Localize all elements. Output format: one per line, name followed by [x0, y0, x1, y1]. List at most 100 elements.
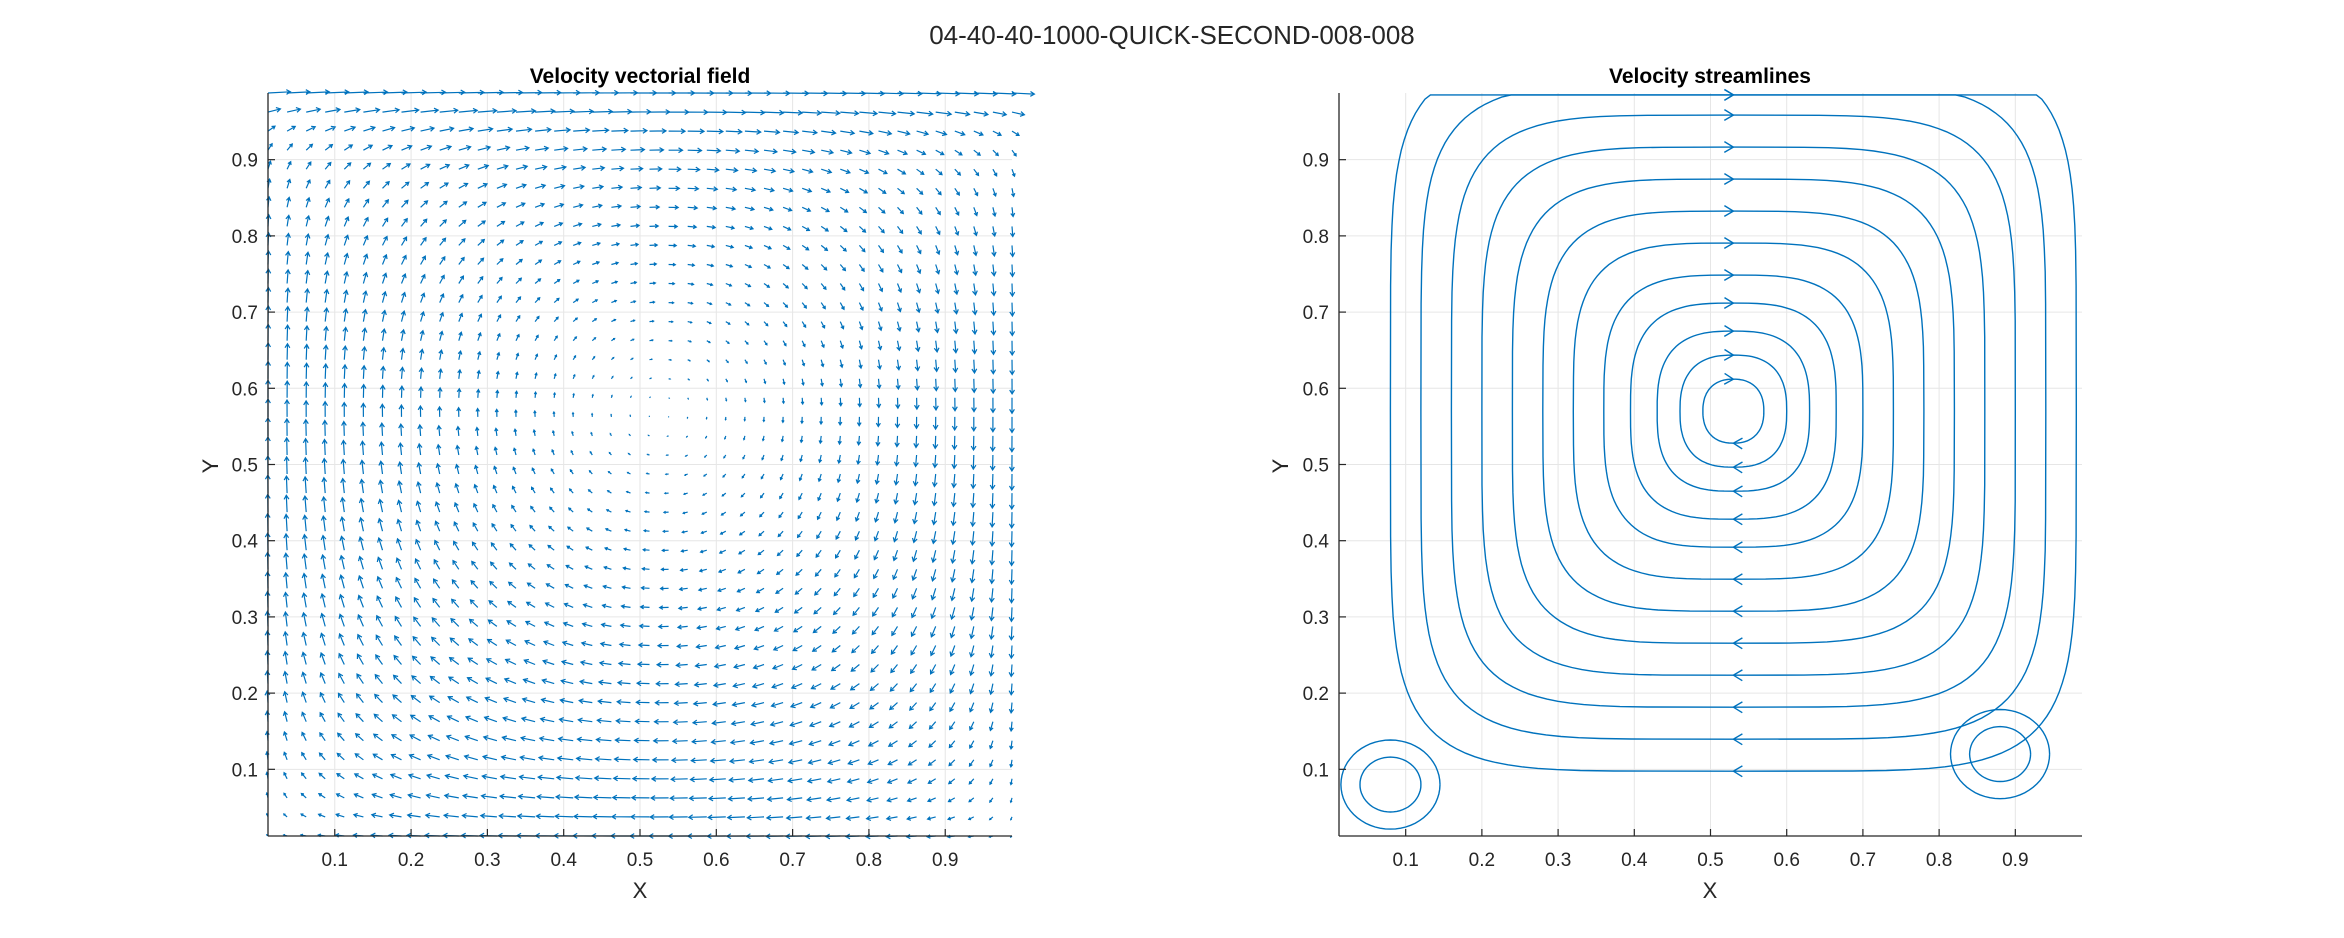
velocity-vector [306, 89, 331, 95]
velocity-vector [627, 452, 631, 456]
velocity-vector [534, 315, 540, 322]
velocity-vector [678, 586, 688, 592]
velocity-vector [714, 644, 726, 650]
velocity-vector [912, 493, 919, 506]
velocity-vector [839, 244, 847, 252]
velocity-vector [411, 655, 422, 665]
velocity-vector [725, 302, 732, 306]
y-tick-label: 0.3 [1303, 608, 1329, 629]
velocity-vector [515, 221, 525, 227]
velocity-vector [439, 163, 451, 170]
velocity-vector [854, 511, 860, 522]
velocity-vector [762, 397, 766, 404]
velocity-vector [874, 492, 880, 504]
velocity-vector [815, 549, 822, 559]
velocity-vector [892, 531, 899, 543]
velocity-vector [539, 716, 555, 723]
velocity-vector [371, 773, 383, 780]
velocity-vector [572, 260, 581, 266]
velocity-vector [853, 587, 860, 598]
velocity-vector [490, 542, 498, 551]
velocity-vector [763, 340, 768, 346]
velocity-vector [543, 621, 555, 627]
y-tick-label: 0.1 [1303, 760, 1329, 781]
velocity-vector [477, 126, 494, 133]
streamline-arrow [1723, 297, 1735, 310]
velocity-vector [337, 692, 345, 703]
velocity-vector [283, 792, 288, 799]
velocity-vector [587, 489, 593, 494]
velocity-vector [782, 359, 787, 366]
velocity-vector [436, 424, 442, 436]
velocity-vector [763, 225, 773, 231]
velocity-vector [725, 244, 735, 249]
velocity-vector [887, 740, 898, 747]
velocity-vector [853, 568, 860, 579]
vector-plot-xlabel: X [633, 878, 648, 903]
velocity-vector [989, 759, 994, 768]
velocity-vector [410, 694, 421, 704]
velocity-vector [453, 501, 460, 513]
velocity-vector [934, 321, 940, 334]
velocity-vector [712, 682, 726, 688]
velocity-vector [685, 435, 689, 438]
velocity-vector [634, 718, 650, 725]
velocity-vector [630, 165, 644, 172]
velocity-vector [283, 474, 290, 494]
velocity-vector [514, 390, 519, 398]
velocity-vector [891, 588, 899, 600]
velocity-vector [553, 354, 558, 360]
velocity-vector [499, 774, 517, 780]
velocity-vector [515, 108, 537, 114]
velocity-vector [555, 774, 574, 781]
velocity-vector [837, 454, 842, 465]
velocity-vector [865, 815, 879, 822]
velocity-vector [763, 187, 776, 193]
velocity-vector [848, 721, 860, 728]
velocity-vector [733, 644, 746, 651]
velocity-vector [990, 397, 996, 414]
velocity-vector [989, 531, 996, 547]
velocity-vector [840, 187, 850, 194]
velocity-vector [358, 497, 365, 513]
velocity-vector [535, 108, 556, 115]
velocity-vector [480, 793, 497, 800]
velocity-vector [668, 185, 681, 192]
velocity-vector [595, 736, 612, 743]
velocity-vector [845, 815, 860, 821]
velocity-vector [1008, 683, 1015, 696]
velocity-vector [1009, 797, 1013, 804]
velocity-vector [623, 528, 631, 532]
velocity-vector [649, 339, 654, 342]
velocity-vector [477, 164, 490, 170]
velocity-vector [875, 435, 881, 447]
velocity-vector [839, 283, 846, 291]
velocity-vector [392, 674, 402, 685]
velocity-vector [792, 625, 803, 633]
velocity-vector [687, 320, 693, 324]
velocity-vector [591, 393, 594, 398]
velocity-vector [970, 493, 976, 509]
velocity-vector [797, 511, 803, 520]
velocity-vector [772, 644, 784, 651]
velocity-vector [806, 777, 822, 784]
velocity-vector [455, 425, 461, 436]
velocity-vector [672, 719, 688, 726]
velocity-vector [554, 145, 569, 152]
velocity-vector [1009, 778, 1013, 786]
velocity-vector [771, 663, 784, 670]
streamline-arrow [1723, 109, 1735, 122]
velocity-vector [928, 740, 937, 748]
velocity-vector [725, 282, 733, 287]
velocity-vector [575, 755, 593, 762]
velocity-vector [502, 716, 517, 723]
velocity-vector [989, 416, 996, 433]
velocity-vector [448, 656, 460, 665]
velocity-vector [554, 202, 565, 208]
velocity-vector [553, 335, 558, 342]
velocity-vector [565, 564, 574, 570]
velocity-vector [706, 128, 725, 135]
velocity-vector [765, 814, 784, 821]
velocity-vector [763, 302, 770, 308]
velocity-vector [375, 634, 384, 646]
